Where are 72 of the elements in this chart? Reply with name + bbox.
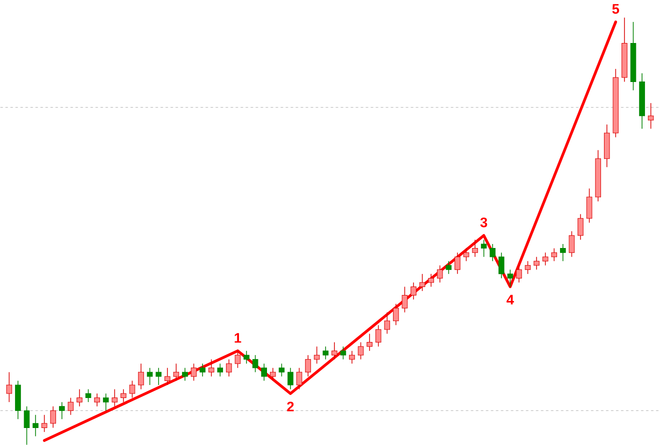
candlestick (112, 388, 118, 407)
candlestick (340, 346, 346, 360)
candlestick (648, 102, 654, 130)
candlestick (578, 214, 584, 240)
candlestick (349, 350, 355, 364)
candlestick (102, 393, 109, 411)
candlestick (129, 380, 136, 398)
candlestick (164, 367, 170, 386)
annotation: 2 (287, 402, 294, 412)
candlestick (68, 397, 74, 416)
candlestick (138, 363, 144, 390)
candlestick (41, 414, 48, 432)
candlestick (454, 252, 460, 274)
candlestick (507, 269, 514, 288)
candlestick (278, 363, 285, 377)
candlestick (182, 367, 188, 382)
candlestick (560, 244, 566, 262)
candlestick (384, 312, 390, 334)
candlestick (542, 252, 548, 266)
candlestick (252, 354, 258, 372)
candlestick (305, 354, 311, 377)
candlestick (410, 282, 416, 300)
candlestick (568, 230, 575, 258)
candlestick (366, 333, 372, 352)
candlestick (472, 239, 478, 258)
candlestick (200, 363, 206, 377)
candlestick (59, 402, 65, 420)
candlestick (270, 367, 276, 382)
annotation: 1 (234, 333, 242, 343)
candlestick (85, 388, 92, 402)
candlestick (322, 346, 328, 360)
candlestick (217, 363, 224, 377)
annotation: 3 (480, 217, 488, 228)
annotation: 4 (506, 294, 514, 304)
candlestick (586, 188, 592, 223)
candlestick (244, 350, 250, 364)
candlestick (446, 260, 452, 274)
candlestick (480, 239, 487, 258)
candlestick (234, 350, 241, 368)
candlestick (156, 367, 162, 386)
candlestick (332, 342, 338, 360)
candlestick (498, 252, 504, 278)
candlestick (463, 248, 470, 262)
candlestick (94, 393, 100, 407)
candlestick (146, 367, 153, 386)
candlestick (524, 260, 531, 274)
candlestick (24, 406, 30, 445)
candlestick (428, 273, 434, 288)
candlestick (516, 264, 522, 283)
candlestick (393, 303, 399, 326)
candlestick (208, 358, 214, 377)
candlestick (551, 248, 558, 262)
candlestick (173, 363, 180, 382)
candlestick (314, 346, 320, 364)
candlestick (375, 324, 382, 347)
candlestick (76, 388, 82, 407)
candlestick (190, 363, 197, 382)
candlestick (50, 406, 56, 428)
candlestick (402, 286, 408, 313)
candlestick (261, 363, 267, 382)
candlestick (288, 367, 294, 390)
candlestick (6, 372, 12, 402)
candlestick (296, 367, 302, 390)
candlestick (358, 342, 364, 360)
candlestick (534, 256, 540, 270)
annotation: 5 (612, 4, 620, 14)
candlestick (436, 264, 443, 283)
candlestick (490, 244, 496, 262)
candlestick (120, 388, 126, 402)
candlestick (226, 358, 232, 377)
candlestick (32, 414, 38, 437)
candlestick (419, 273, 426, 292)
